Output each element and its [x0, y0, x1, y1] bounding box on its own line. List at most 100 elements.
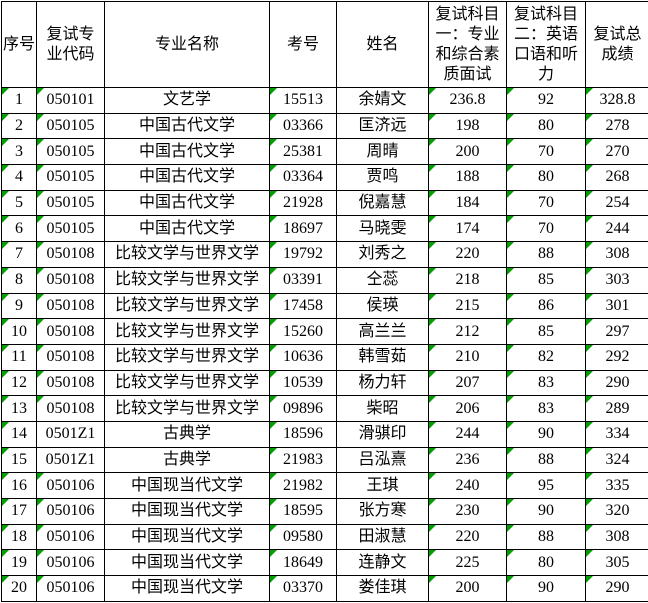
- cell-value: 88: [538, 528, 554, 546]
- cell-value: 050108: [46, 271, 95, 289]
- cell-exam-no: 18697: [269, 215, 337, 243]
- cell-name: 马晓雯: [336, 215, 429, 243]
- cell-value: 80: [538, 117, 554, 135]
- cell-exam-no: 03364: [269, 164, 337, 191]
- number-as-text-indicator-icon: [2, 371, 9, 378]
- number-as-text-indicator-icon: [37, 371, 44, 378]
- cell-major-name: 比较文学与世界文学: [104, 241, 270, 268]
- header-row: 序号 复试专业代码 专业名称 考号 姓名 复试科目一：专业和综合素质面试 复试科目二：英语口…: [1, 1, 648, 88]
- cell-value: 200: [455, 579, 480, 597]
- table-row: 9 050108 比较文学与世界文学 17458 侯瑛 215 86 301: [1, 292, 648, 320]
- cell-value: 0501Z1: [45, 425, 96, 443]
- number-as-text-indicator-icon: [429, 525, 436, 532]
- number-as-text-indicator-icon: [37, 576, 44, 584]
- number-as-text-indicator-icon: [37, 293, 44, 301]
- table-row: 8 050108 比较文学与世界文学 03391 仝蕊 218 85 303: [1, 266, 648, 294]
- cell-value: 高兰兰: [358, 322, 407, 340]
- cell-value: 连静文: [358, 553, 407, 571]
- cell-major-code: 050106: [36, 472, 105, 499]
- cell-major-name: 古典学: [104, 446, 270, 474]
- cell-value: 6: [15, 219, 23, 237]
- cell-value: 050108: [46, 245, 95, 263]
- cell-value: 比较文学与世界文学: [114, 373, 259, 391]
- cell-exam-no: 18595: [269, 498, 337, 525]
- table-row: 14 0501Z1 古典学 18596 滑骐印 244 90 334: [1, 420, 648, 448]
- cell-value: 050108: [46, 373, 95, 391]
- cell-value: 215: [455, 296, 480, 314]
- number-as-text-indicator-icon: [2, 293, 9, 301]
- number-as-text-indicator-icon: [270, 88, 277, 95]
- number-as-text-indicator-icon: [2, 576, 9, 584]
- cell-name: 高兰兰: [336, 318, 429, 345]
- table-row: 4 050105 中国古代文学 03364 贾鸣 188 80 268: [1, 164, 648, 191]
- number-as-text-indicator-icon: [586, 114, 593, 121]
- cell-seq: 17: [1, 498, 37, 525]
- cell-value: 5: [15, 194, 23, 212]
- cell-value: 210: [455, 348, 480, 366]
- cell-value: 25381: [283, 142, 323, 160]
- cell-total-score: 335: [585, 472, 648, 499]
- number-as-text-indicator-icon: [429, 139, 436, 147]
- number-as-text-indicator-icon: [507, 550, 514, 558]
- cell-value: 中国现当代文学: [130, 476, 243, 494]
- number-as-text-indicator-icon: [507, 139, 514, 147]
- number-as-text-indicator-icon: [507, 525, 514, 532]
- cell-value: 220: [455, 245, 480, 263]
- number-as-text-indicator-icon: [270, 319, 277, 327]
- number-as-text-indicator-icon: [270, 191, 277, 198]
- cell-exam-no: 21983: [269, 446, 337, 474]
- cell-value: 7: [15, 245, 23, 263]
- cell-value: 85: [538, 322, 554, 340]
- cell-seq: 8: [1, 266, 37, 294]
- cell-major-code: 050106: [36, 523, 105, 551]
- number-as-text-indicator-icon: [429, 499, 436, 506]
- cell-name: 田淑慧: [336, 523, 429, 551]
- cell-score-subject1: 200: [428, 575, 507, 602]
- number-as-text-indicator-icon: [37, 499, 44, 506]
- cell-value: 82: [538, 348, 554, 366]
- cell-exam-no: 09896: [269, 395, 337, 422]
- cell-value: 4: [15, 168, 23, 186]
- cell-value: 17: [11, 502, 27, 520]
- cell-major-code: 050108: [36, 266, 105, 294]
- cell-value: 240: [455, 476, 480, 494]
- col-header-score-subject2: 复试科目二：英语口语和听力: [506, 1, 586, 88]
- number-as-text-indicator-icon: [586, 525, 593, 532]
- cell-seq: 1: [1, 87, 37, 114]
- table-row: 10 050108 比较文学与世界文学 15260 高兰兰 212 85 297: [1, 318, 648, 345]
- cell-score-subject2: 70: [506, 215, 586, 243]
- cell-value: 2: [15, 117, 23, 135]
- cell-value: 9: [15, 296, 23, 314]
- cell-value: 中国现当代文学: [130, 528, 243, 546]
- number-as-text-indicator-icon: [586, 396, 593, 404]
- cell-total-score: 268: [585, 164, 648, 191]
- number-as-text-indicator-icon: [586, 448, 593, 455]
- cell-seq: 13: [1, 395, 37, 422]
- cell-value: 278: [605, 117, 630, 135]
- number-as-text-indicator-icon: [2, 345, 9, 352]
- cell-score-subject2: 95: [506, 472, 586, 499]
- cell-value: 230: [455, 502, 480, 520]
- cell-seq: 16: [1, 472, 37, 499]
- cell-major-name: 文艺学: [104, 87, 270, 114]
- cell-score-subject1: 210: [428, 343, 507, 371]
- cell-score-subject2: 80: [506, 164, 586, 191]
- cell-score-subject2: 90: [506, 498, 586, 525]
- cell-score-subject2: 80: [506, 112, 586, 140]
- number-as-text-indicator-icon: [507, 242, 514, 250]
- number-as-text-indicator-icon: [37, 525, 44, 532]
- cell-value: 8: [15, 271, 23, 289]
- number-as-text-indicator-icon: [507, 88, 514, 95]
- cell-name: 仝蕊: [336, 266, 429, 294]
- cell-major-code: 050105: [36, 164, 105, 191]
- cell-value: 050105: [46, 219, 95, 237]
- cell-score-subject2: 70: [506, 138, 586, 166]
- cell-score-subject1: 198: [428, 112, 507, 140]
- cell-exam-no: 10539: [269, 369, 337, 397]
- cell-value: 16: [11, 476, 27, 494]
- cell-value: 050105: [46, 142, 95, 160]
- cell-value: 13: [11, 399, 27, 417]
- cell-value: 王琪: [366, 476, 399, 494]
- table-body: 1 050101 文艺学 15513 余婧文 236.8 92 328.8 2 050105 中国古…: [1, 87, 648, 602]
- cell-seq: 11: [1, 343, 37, 371]
